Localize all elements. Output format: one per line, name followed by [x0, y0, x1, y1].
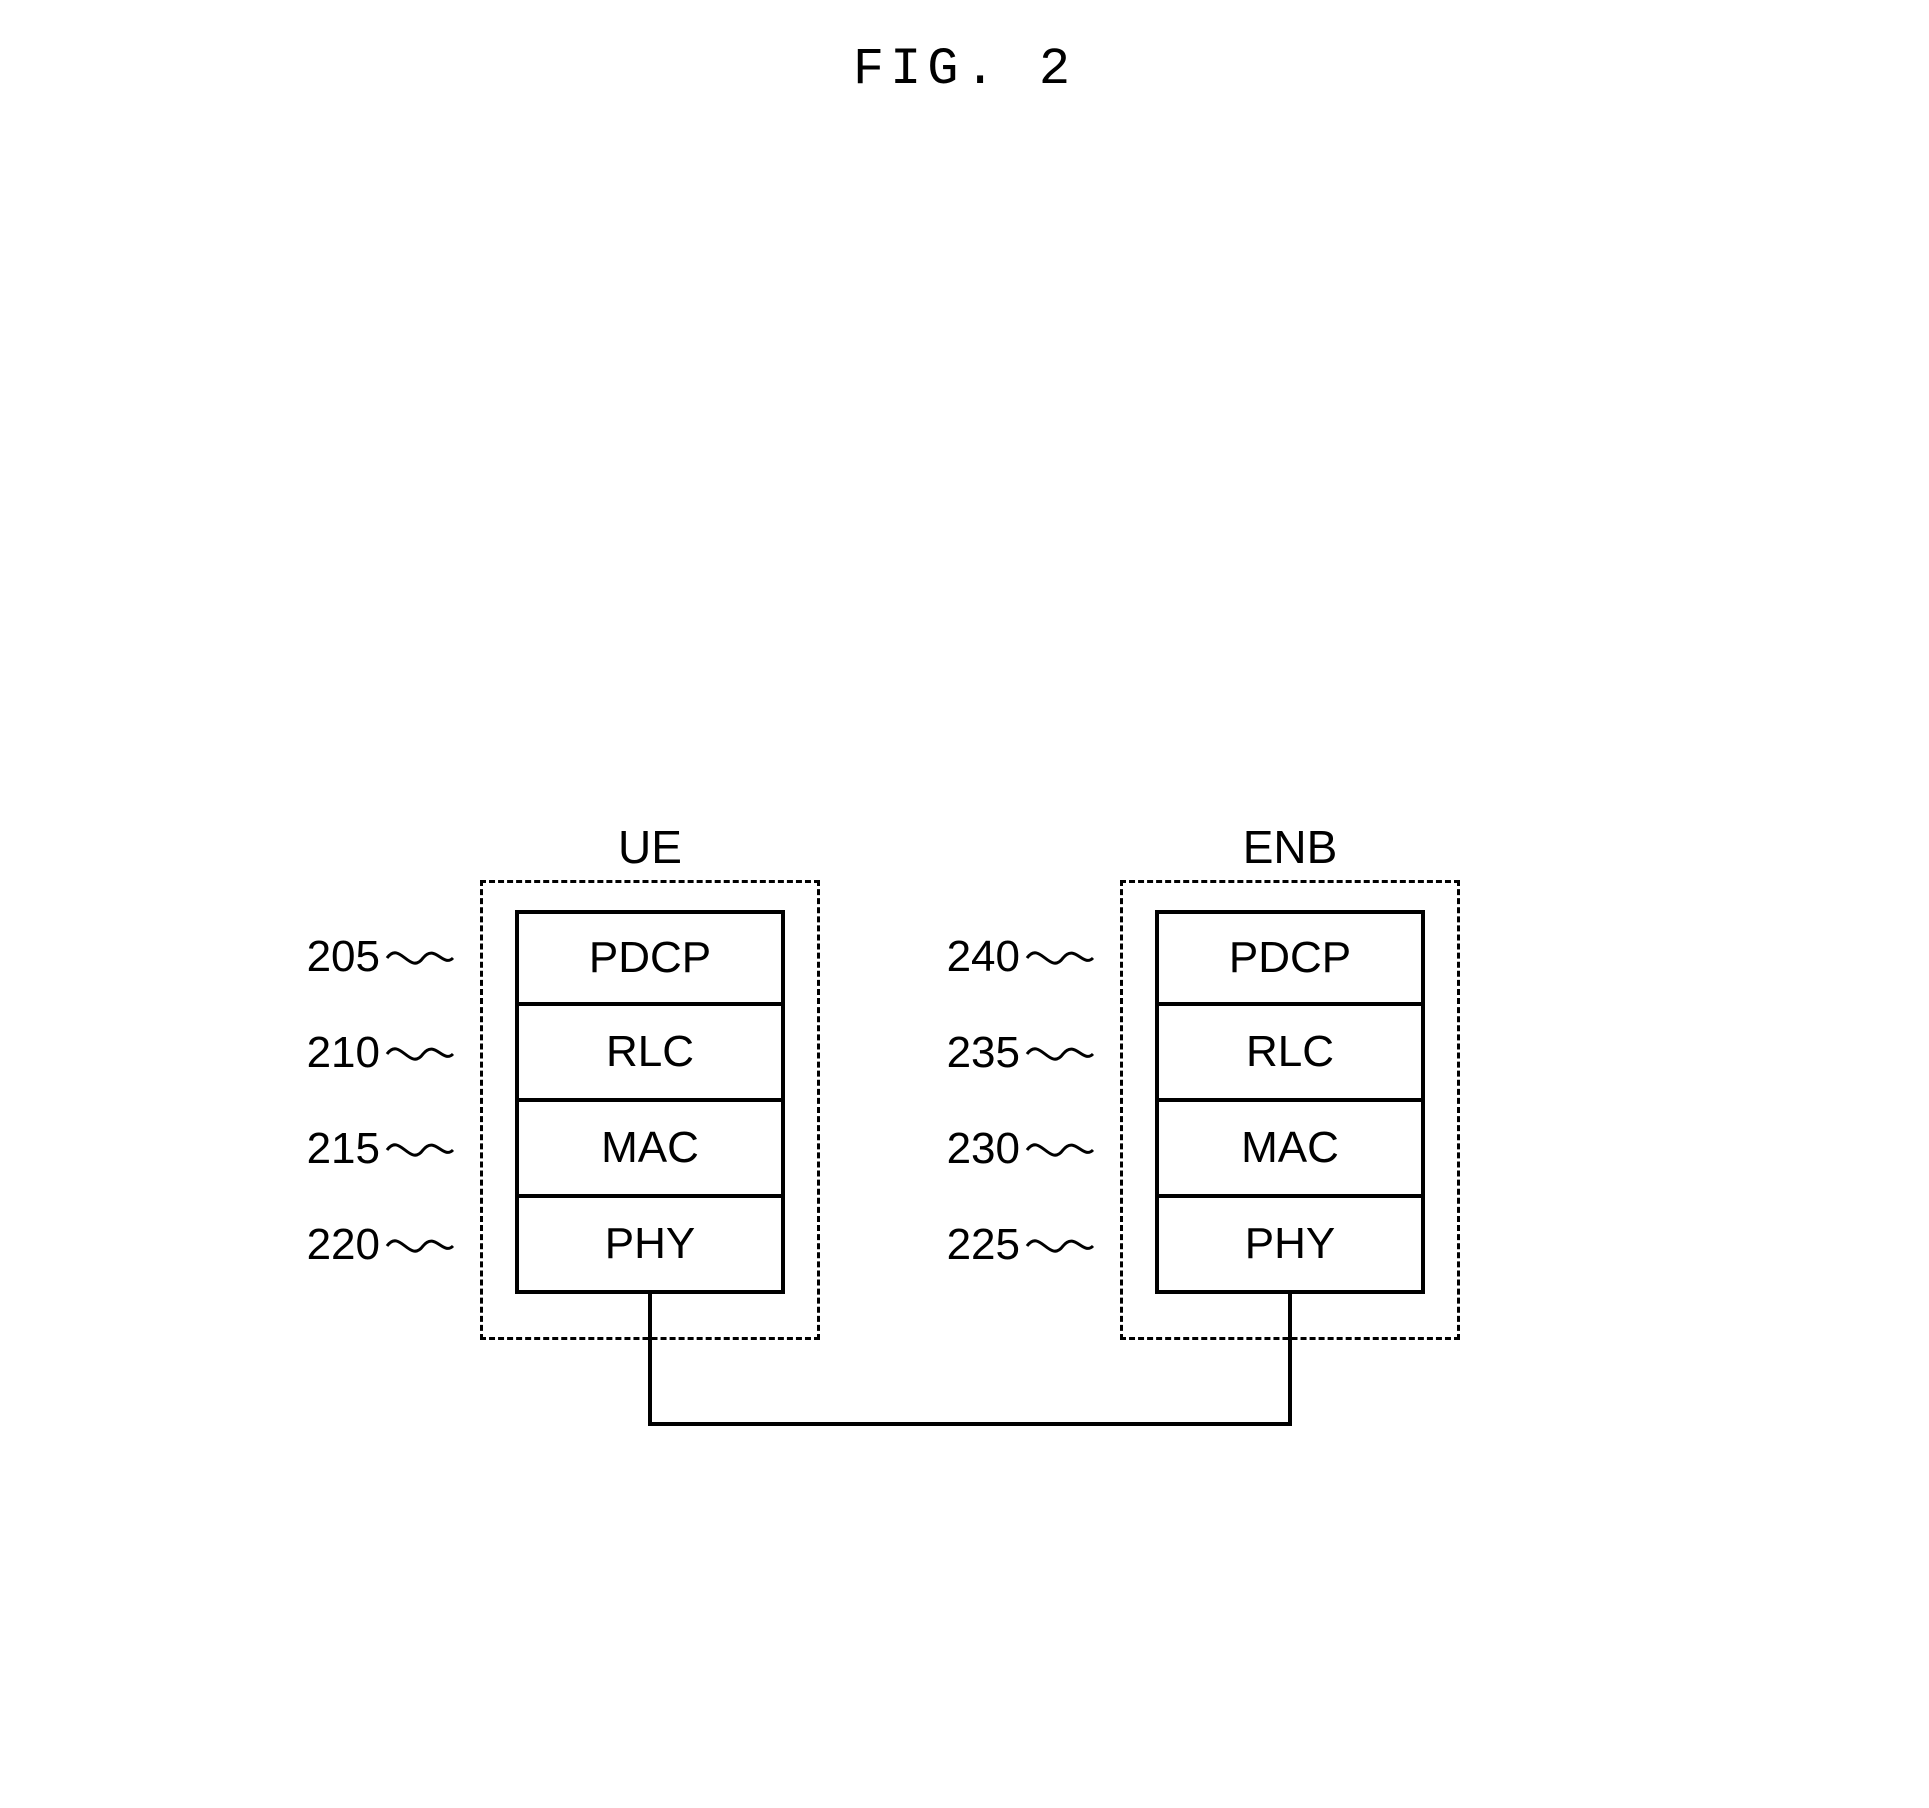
ref-label-215: 215 [290, 1124, 380, 1174]
ref-label-210: 210 [290, 1028, 380, 1078]
figure-title: FIG. 2 [0, 40, 1929, 99]
diagram-root: UE PDCP RLC MAC PHY ENB PDCP RLC MAC PHY… [400, 880, 1600, 1580]
ref-label-205: 205 [290, 932, 380, 982]
ref-label-220: 220 [290, 1220, 380, 1270]
stack-title-ue: UE [480, 820, 820, 874]
stack-title-enb: ENB [1120, 820, 1460, 874]
connector-line [400, 880, 1600, 1580]
